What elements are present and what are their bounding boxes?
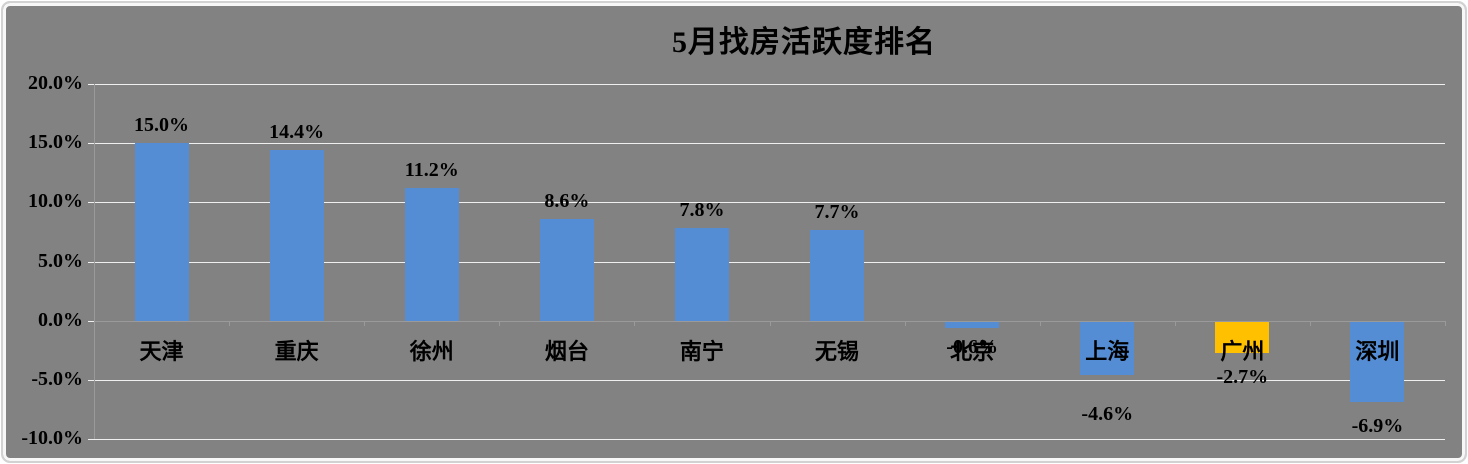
category-axis-tick [94,320,95,326]
category-axis-tick [364,320,366,326]
category-label-南宁: 南宁 [679,338,724,364]
gridline-20.0% [88,84,1445,85]
category-axis-tick [1309,320,1311,326]
value-label-上海: -4.6% [1081,403,1134,426]
category-label-上海: 上海 [1085,338,1130,364]
chart-title: 5月找房活跃度排名 [672,26,936,59]
value-label-重庆: 14.4% [269,121,325,144]
bar-上海 [1080,320,1135,376]
category-axis-tick [1174,320,1176,326]
value-label-天津: 15.0% [134,114,190,137]
ytick-label-10.0%: 10.0% [28,190,83,213]
ytick-label-15.0%: 15.0% [28,131,83,154]
bar-北京 [945,320,1000,328]
category-label-广州: 广州 [1220,338,1265,364]
category-axis-tick [769,320,771,326]
ytick-label-0.0%: 0.0% [38,308,83,331]
bar-重庆 [269,150,324,321]
category-label-深圳: 深圳 [1355,338,1400,364]
bar-天津 [134,143,189,321]
y-axis-line [94,84,95,439]
category-axis-tick [1039,320,1041,326]
gridline-15.0% [88,143,1445,145]
bar-烟台 [539,218,594,321]
category-axis-tick [904,320,906,326]
category-label-烟台: 烟台 [544,338,589,364]
value-label-无锡: 7.7% [814,200,860,223]
category-label-无锡: 无锡 [815,338,860,364]
category-label-重庆: 重庆 [274,338,319,364]
category-label-徐州: 徐州 [409,338,454,364]
bar-徐州 [404,188,459,321]
ytick-label--5.0%: -5.0% [31,367,83,390]
value-label-北京: -0.6% [946,335,998,358]
category-axis-tick [634,320,636,326]
category-label-天津: 天津 [139,338,184,364]
gridline-10.0% [88,202,1445,204]
ytick-label-5.0%: 5.0% [38,249,83,272]
ytick-label-20.0%: 20.0% [28,72,83,94]
category-axis-tick [1445,320,1446,326]
ytick-label--10.0%: -10.0% [21,427,83,449]
bar-无锡 [810,229,865,321]
category-axis-tick [499,320,501,326]
value-label-烟台: 8.6% [544,189,590,212]
category-axis-tick [229,320,231,326]
bar-深圳 [1350,320,1405,403]
value-label-广州: -2.7% [1216,365,1269,388]
value-label-南宁: 7.8% [679,199,725,222]
category-label-北京: 北京 [950,338,995,364]
bar-广州 [1215,320,1270,353]
gridline-5.0% [88,261,1445,263]
bar-南宁 [674,228,729,321]
gridline--5.0% [88,379,1445,381]
gridline--10.0% [88,439,1445,440]
value-label-深圳: -6.9% [1351,415,1404,438]
value-label-徐州: 11.2% [404,159,459,182]
